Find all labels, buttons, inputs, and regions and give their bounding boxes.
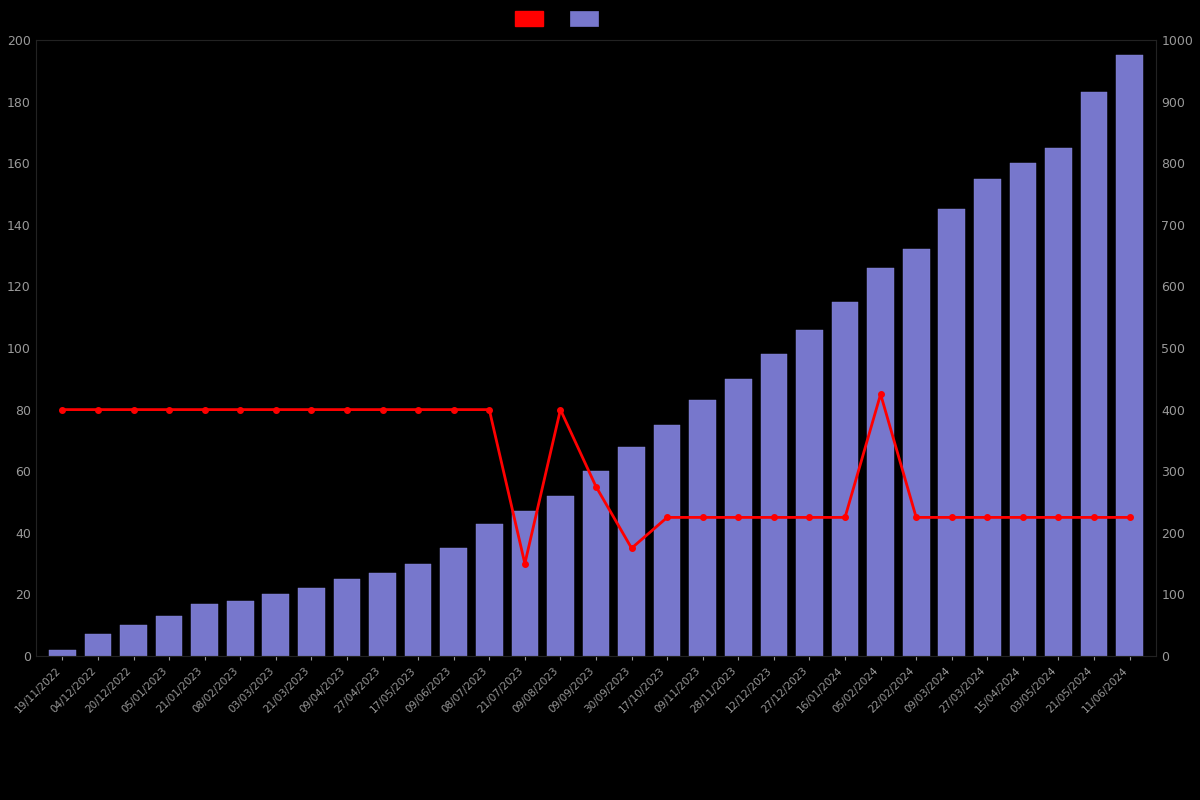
- Bar: [49, 650, 76, 656]
- Bar: [583, 471, 610, 656]
- Bar: [334, 579, 360, 656]
- Bar: [404, 564, 432, 656]
- Bar: [370, 573, 396, 656]
- Bar: [156, 616, 182, 656]
- Bar: [1116, 55, 1142, 656]
- Bar: [440, 548, 467, 656]
- Bar: [832, 302, 858, 656]
- Legend: , : ,: [515, 10, 610, 26]
- Bar: [476, 523, 503, 656]
- Bar: [654, 425, 680, 656]
- Bar: [120, 626, 146, 656]
- Bar: [761, 354, 787, 656]
- Bar: [974, 178, 1001, 656]
- Bar: [1009, 163, 1037, 656]
- Bar: [263, 594, 289, 656]
- Bar: [227, 601, 253, 656]
- Bar: [191, 604, 218, 656]
- Bar: [547, 496, 574, 656]
- Bar: [902, 250, 930, 656]
- Bar: [298, 588, 325, 656]
- Bar: [689, 400, 716, 656]
- Bar: [938, 210, 965, 656]
- Bar: [618, 446, 644, 656]
- Bar: [511, 511, 538, 656]
- Bar: [868, 268, 894, 656]
- Bar: [84, 634, 112, 656]
- Bar: [1081, 92, 1108, 656]
- Bar: [725, 379, 751, 656]
- Bar: [796, 330, 823, 656]
- Bar: [1045, 148, 1072, 656]
